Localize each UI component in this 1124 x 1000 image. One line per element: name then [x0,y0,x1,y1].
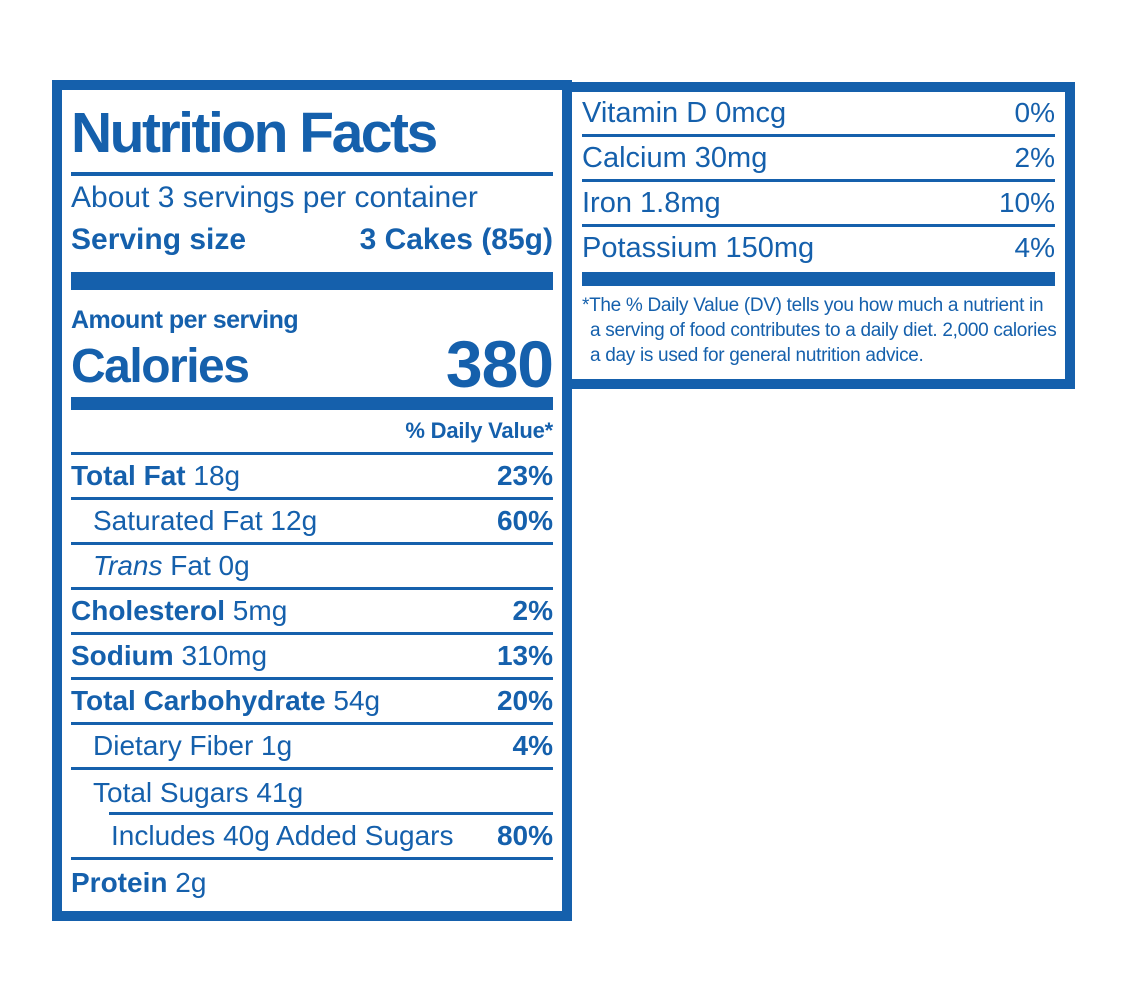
vitamin-row: Vitamin D 0mcg 0% [582,92,1055,137]
nutrient-label-part: Saturated Fat 12g [93,505,318,536]
nutrient-label: Cholesterol 5mg [71,595,287,627]
serving-size-row: Serving size 3 Cakes (85g) [71,220,553,260]
nutrient-row: Total Sugars 41g [71,770,553,815]
vitamin-label: Calcium 30mg [582,141,768,174]
nutrient-label: Total Sugars 41g [93,777,303,809]
nutrient-row: Protein 2g [71,860,553,905]
section-bar-calories [71,397,553,410]
nutrient-label-part: 2g [167,866,207,898]
nutrient-label-part: Fat 0g [162,550,250,581]
nutrient-label: Saturated Fat 12g [93,505,317,537]
nutrient-percent-dv: 13% [496,640,553,671]
nutrient-label-part: 18g [185,460,241,491]
nutrient-label-part: Total Fat [71,460,186,491]
nutrient-percent-dv: 2% [512,595,553,626]
serving-size-value: 3 Cakes (85g) [359,223,553,256]
servings-per-container: About 3 servings per container [71,181,478,214]
footnote-line: a serving of food contributes to a daily… [590,320,1057,341]
nutrient-label-part: Trans [93,550,163,581]
nutrient-label: Trans Fat 0g [93,550,250,582]
nutrient-row: Sodium 310mg 13% [71,635,553,680]
nutrient-row: Trans Fat 0g [71,545,553,590]
vitamin-label: Iron 1.8mg [582,186,721,219]
nutrient-row: Cholesterol 5mg 2% [71,590,553,635]
nutrient-percent-dv: 80% [496,820,553,851]
nutrient-table: Total Fat 18g 23% Saturated Fat 12g 60% … [71,455,553,905]
calories-value: 380 [445,327,554,401]
nutrient-label: Total Fat 18g [71,460,240,492]
vitamin-percent-dv: 4% [1014,232,1055,263]
vitamin-percent-dv: 10% [998,187,1055,218]
nutrient-label-part: Cholesterol [71,595,226,626]
vitamins-table: Vitamin D 0mcg 0% Calcium 30mg 2% Iron 1… [582,92,1055,269]
nutrient-percent-dv: 23% [496,460,553,491]
nutrient-label-part: Protein [71,866,168,898]
nutrient-row: Saturated Fat 12g 60% [71,500,553,545]
nutrition-facts-title: Nutrition Facts [71,101,438,165]
nutrient-label: Sodium 310mg [71,640,267,672]
amount-per-serving-label: Amount per serving [71,306,299,334]
nutrient-row: Includes 40g Added Sugars 80% [71,815,553,860]
section-bar-top [71,272,553,290]
footnote-line: *The % Daily Value (DV) tells you how mu… [582,295,1044,316]
calories-label: Calories [71,340,250,393]
nutrient-label-part: 5mg [225,595,288,626]
nutrient-row: Total Carbohydrate 54g 20% [71,680,553,725]
nutrient-label: Includes 40g Added Sugars [111,820,453,852]
serving-size-label: Serving size [71,223,247,256]
vitamin-percent-dv: 0% [1014,97,1055,128]
vitamins-side-panel: Vitamin D 0mcg 0% Calcium 30mg 2% Iron 1… [562,82,1075,389]
vitamin-row: Potassium 150mg 4% [582,227,1055,269]
vitamin-label: Potassium 150mg [582,231,815,264]
nutrient-label-part: Total Carbohydrate [71,685,326,716]
nutrient-label-part: Total Sugars 41g [93,776,304,808]
nutrient-row: Total Fat 18g 23% [71,455,553,500]
nutrient-percent-dv: 20% [496,685,553,716]
calories-row: Calories 380 [71,327,554,401]
vitamin-percent-dv: 2% [1014,142,1055,173]
daily-value-footnote: *The % Daily Value (DV) tells you how mu… [582,293,1057,368]
nutrient-label: Protein 2g [71,867,206,899]
footnote-line: a day is used for general nutrition advi… [590,345,924,366]
nutrition-facts-main-panel: Nutrition Facts About 3 servings per con… [52,80,572,921]
vitamin-label: Vitamin D 0mcg [582,96,787,129]
nutrient-percent-dv: 60% [496,505,553,536]
daily-value-header: % Daily Value* [71,410,553,455]
side-section-bar [582,272,1055,286]
nutrient-label-part: Includes 40g Added Sugars [111,820,454,851]
nutrient-row: Dietary Fiber 1g 4% [71,725,553,770]
title-divider [71,172,553,176]
vitamin-row: Calcium 30mg 2% [582,137,1055,182]
nutrient-label: Total Carbohydrate 54g [71,685,380,717]
nutrient-label-part: 54g [325,685,381,716]
nutrient-label-part: Dietary Fiber 1g [93,730,293,761]
nutrient-label: Dietary Fiber 1g [93,730,292,762]
nutrient-label-part: Sodium [71,640,174,671]
nutrient-percent-dv: 4% [512,730,553,761]
nutrient-label-part: 310mg [173,640,268,671]
vitamin-row: Iron 1.8mg 10% [582,182,1055,227]
